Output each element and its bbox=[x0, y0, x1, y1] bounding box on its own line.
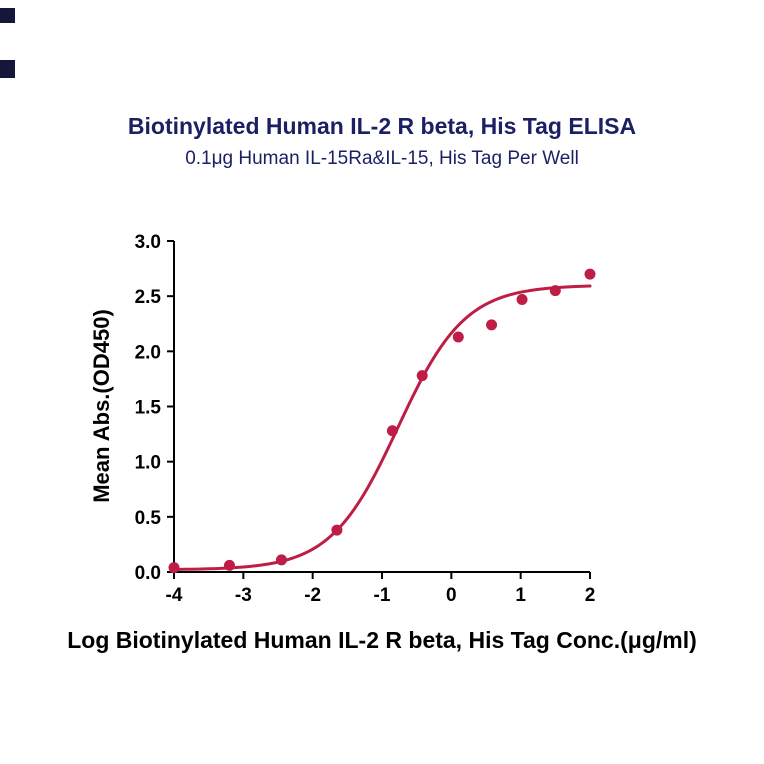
fit-curve bbox=[172, 284, 592, 571]
corner-mark-bottom bbox=[0, 60, 15, 78]
x-tick-label: -3 bbox=[235, 585, 252, 606]
x-tick-label: 2 bbox=[585, 585, 596, 606]
x-axis-label: Log Biotinylated Human IL-2 R beta, His … bbox=[67, 627, 697, 653]
y-tick-label: 1.5 bbox=[135, 398, 162, 419]
data-point bbox=[486, 319, 498, 331]
x-tick-label: -1 bbox=[374, 585, 391, 606]
data-point bbox=[549, 285, 561, 297]
data-point bbox=[331, 524, 343, 536]
data-point bbox=[584, 268, 596, 280]
data-point bbox=[452, 331, 464, 343]
chart-subtitle: 0.1μg Human IL-15Ra&IL-15, His Tag Per W… bbox=[185, 148, 579, 169]
data-point bbox=[386, 425, 398, 437]
data-point bbox=[168, 562, 180, 574]
x-tick-label: -4 bbox=[166, 585, 183, 606]
y-tick-label: 0.0 bbox=[135, 563, 161, 584]
corner-mark-top bbox=[0, 8, 15, 23]
chart-title: Biotinylated Human IL-2 R beta, His Tag … bbox=[127, 113, 637, 139]
y-tick-label: 0.5 bbox=[135, 508, 162, 529]
y-tick-label: 2.5 bbox=[135, 287, 162, 308]
y-tick-label: 3.0 bbox=[135, 232, 161, 253]
x-tick-label: 1 bbox=[515, 585, 526, 606]
y-tick-label: 2.0 bbox=[135, 342, 161, 363]
x-tick-label: -2 bbox=[304, 585, 321, 606]
data-point bbox=[275, 554, 287, 566]
x-tick-label: 0 bbox=[446, 585, 457, 606]
y-tick-label: 1.0 bbox=[135, 453, 161, 474]
data-point bbox=[416, 370, 428, 382]
y-axis-label: Mean Abs.(OD450) bbox=[89, 309, 114, 503]
data-point bbox=[223, 559, 235, 571]
data-point bbox=[516, 293, 528, 305]
